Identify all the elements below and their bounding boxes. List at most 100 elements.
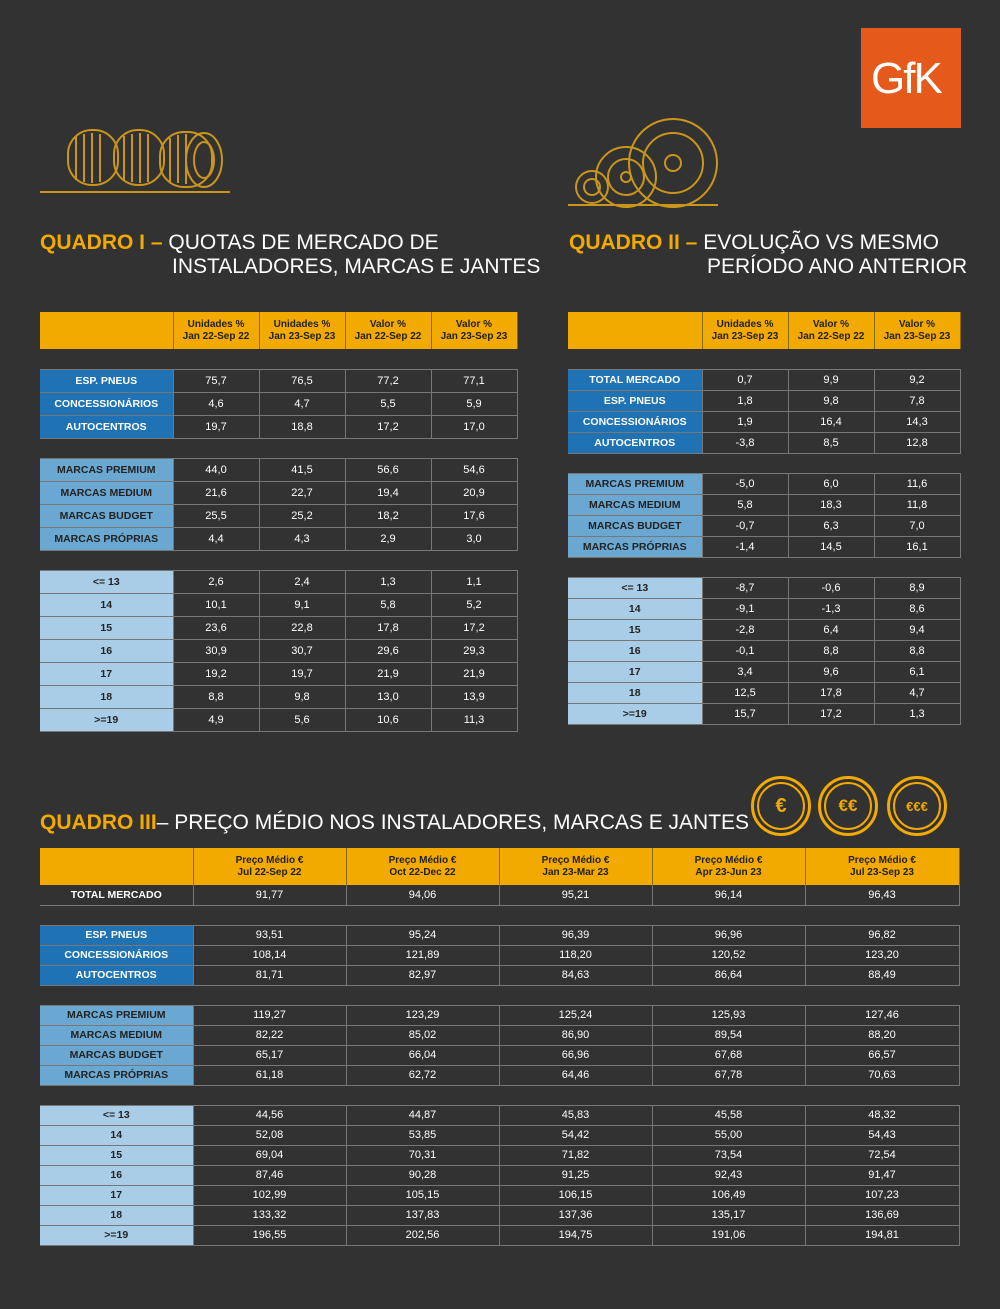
q2-header-cell: Valor % Jan 23-Sep 23 [874,312,961,349]
q3-spacer-cell [40,905,193,926]
q1-spacer-cell [40,349,173,370]
q3-cell: 54,42 [499,1125,653,1146]
q1-cell: 19,4 [345,481,432,505]
q2-cell: -1,3 [788,598,875,620]
q1-spacer-cell [431,349,517,370]
q3-cell: 70,31 [346,1145,500,1166]
q1-table-row: AUTOCENTROS 19,7 18,8 17,2 17,0 [40,415,518,439]
q3-cell: 61,18 [193,1065,347,1086]
q1-row-label: MARCAS MEDIUM [40,481,174,505]
q2-cell: 0,7 [702,369,789,391]
q1-spacer-cell [40,438,173,459]
q1-spacer-cell [431,550,517,571]
q3-cell: 71,82 [499,1145,653,1166]
q2-cell: 15,7 [702,703,789,725]
q3-cell: 91,25 [499,1165,653,1186]
q3-table-row: ESP. PNEUS 93,51 95,24 96,39 96,96 96,82 [40,925,960,946]
q3-table-row: 18 133,32 137,83 137,36 135,17 136,69 [40,1205,960,1226]
q3-row-label: <= 13 [40,1105,194,1126]
q3-spacer-cell [346,905,499,926]
q2-cell: -0,1 [702,640,789,662]
q2-cell: 3,4 [702,661,789,683]
q3-table-row: CONCESSIONÁRIOS 108,14 121,89 118,20 120,52 1… [40,945,960,966]
q1-row-label: 14 [40,593,174,617]
q3-row-label: MARCAS PREMIUM [40,1005,194,1026]
q3-spacer-cell [40,1085,193,1106]
q1-title: QUADRO I – QUOTAS DE MERCADO DE INSTALAD… [40,231,540,279]
coin-one-euro-label: € [757,782,805,830]
q1-cell: 11,3 [431,708,518,732]
q3-cell: 119,27 [193,1005,347,1026]
q3-cell: 93,51 [193,925,347,946]
q2-spacer-cell [702,453,788,474]
q2-table: Unidades % Jan 23-Sep 23 Valor % Jan 22-Sep… [568,312,961,725]
q2-cell: 12,5 [702,682,789,704]
tires-illustration-icon [40,129,230,193]
q2-table-row: 18 12,5 17,8 4,7 [568,682,961,704]
q1-table-row: CONCESSIONÁRIOS 4,6 4,7 5,5 5,9 [40,392,518,416]
q3-cell: 70,63 [805,1065,960,1086]
q3-cell: 73,54 [652,1145,806,1166]
q1-row-label: 16 [40,639,174,663]
q3-cell: 53,85 [346,1125,500,1146]
q3-title-dash: – [156,811,175,834]
q3-spacer-row [40,985,959,1006]
q1-cell: 1,3 [345,570,432,594]
q3-cell: 66,57 [805,1045,960,1066]
q3-spacer-cell [346,1085,499,1106]
q3-table-row: AUTOCENTROS 81,71 82,97 84,63 86,64 88,49 [40,965,960,986]
q2-cell: 16,4 [788,411,875,433]
q1-row-label: >=19 [40,708,174,732]
q3-row-label: 17 [40,1185,194,1206]
q1-cell: 56,6 [345,458,432,482]
q1-cell: 17,0 [431,415,518,439]
q3-spacer-cell [193,985,346,1006]
q3-row-label: AUTOCENTROS [40,965,194,986]
q1-cell: 3,0 [431,527,518,551]
q2-cell: 8,9 [874,577,961,599]
q1-table-row: MARCAS PREMIUM 44,0 41,5 56,6 54,6 [40,458,518,482]
q1-spacer-row [40,550,517,571]
q3-cell: 125,24 [499,1005,653,1026]
q1-table-row: MARCAS BUDGET 25,5 25,2 18,2 17,6 [40,504,518,528]
q3-title-line1: PREÇO MÉDIO NOS INSTALADORES, MARCAS E J… [174,811,750,834]
q3-cell: 107,23 [805,1185,960,1206]
q1-row-label: MARCAS BUDGET [40,504,174,528]
gfk-logo: GfK [861,28,961,128]
q2-header-blank [568,312,703,349]
q1-cell: 29,3 [431,639,518,663]
q1-cell: 41,5 [259,458,346,482]
q2-table-row: ESP. PNEUS 1,8 9,8 7,8 [568,390,961,412]
q3-spacer-cell [652,905,805,926]
q2-table-row: MARCAS PRÓPRIAS -1,4 14,5 16,1 [568,536,961,558]
q3-cell: 62,72 [346,1065,500,1086]
q3-row-label: 15 [40,1145,194,1166]
q2-row-label: MARCAS PREMIUM [568,473,703,495]
q3-spacer-cell [805,1085,959,1106]
q3-cell: 108,14 [193,945,347,966]
q2-cell: -1,4 [702,536,789,558]
q1-row-label: MARCAS PRÓPRIAS [40,527,174,551]
q3-spacer-cell [652,1085,805,1106]
q1-table-row: 17 19,2 19,7 21,9 21,9 [40,662,518,686]
q1-cell: 25,5 [173,504,260,528]
q2-spacer-row [568,557,960,578]
q1-spacer-cell [40,550,173,571]
q3-table-row: 14 52,08 53,85 54,42 55,00 54,43 [40,1125,960,1146]
q2-cell: 9,6 [788,661,875,683]
q2-title-line1: EVOLUÇÃO VS MESMO [703,231,939,254]
q2-cell: -0,6 [788,577,875,599]
q2-cell: 7,8 [874,390,961,412]
q2-cell: 1,3 [874,703,961,725]
q2-cell: -9,1 [702,598,789,620]
q3-spacer-cell [193,1085,346,1106]
q1-cell: 21,6 [173,481,260,505]
q2-cell: 9,4 [874,619,961,641]
q3-row-label: MARCAS PRÓPRIAS [40,1065,194,1086]
q3-cell: 95,21 [499,885,653,906]
q1-cell: 21,9 [431,662,518,686]
q3-spacer-cell [805,985,959,1006]
coin-three-euro-label: €€€ [893,782,941,830]
q3-cell: 66,04 [346,1045,500,1066]
q3-cell: 52,08 [193,1125,347,1146]
